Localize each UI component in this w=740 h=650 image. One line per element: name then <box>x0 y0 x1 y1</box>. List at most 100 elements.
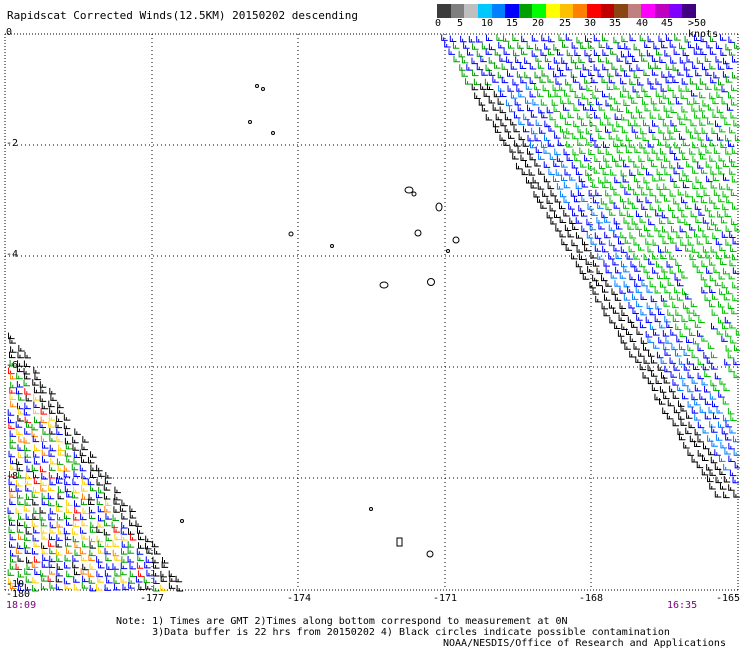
wind-barb <box>9 337 16 344</box>
wind-barb <box>677 69 684 76</box>
wind-barb <box>729 168 736 175</box>
wind-barb <box>613 217 621 225</box>
wind-barb <box>706 267 713 274</box>
wind-barb <box>600 197 608 205</box>
wind-barb <box>143 576 151 584</box>
wind-barb <box>725 344 733 352</box>
wind-barb <box>667 127 674 134</box>
wind-barb <box>692 167 699 174</box>
wind-barb <box>485 64 493 72</box>
wind-barb <box>678 358 686 365</box>
wind-barb <box>716 406 723 414</box>
wind-barb <box>584 77 591 84</box>
wind-barb <box>488 97 496 104</box>
wind-barb <box>535 119 543 126</box>
wind-barb <box>48 472 56 479</box>
wind-barb <box>521 35 528 43</box>
wind-barb <box>693 309 700 317</box>
wind-barb <box>8 526 16 534</box>
wind-barb <box>732 476 740 484</box>
wind-barb <box>17 570 25 578</box>
wind-barb <box>82 507 89 515</box>
wind-barb <box>729 126 736 134</box>
wind-barb <box>553 160 560 167</box>
wind-barb <box>680 92 688 99</box>
wind-barb <box>63 465 71 472</box>
wind-barb <box>607 70 614 77</box>
wind-barb <box>694 414 701 421</box>
wind-barb <box>25 493 33 501</box>
wind-barb <box>33 416 41 424</box>
wind-barb <box>714 372 722 380</box>
wind-barb <box>578 253 586 260</box>
wind-barb <box>631 97 638 104</box>
wind-barb <box>40 519 48 527</box>
wind-barb <box>138 533 145 541</box>
wind-barb <box>661 211 669 219</box>
wind-barb <box>135 520 143 527</box>
wind-barb <box>593 49 601 56</box>
wind-barb <box>613 244 620 252</box>
wind-barb <box>546 211 554 219</box>
wind-barb <box>695 69 702 77</box>
wind-barb <box>481 105 489 112</box>
wind-barb <box>16 526 24 533</box>
wind-barb <box>32 435 40 443</box>
wind-barb <box>105 554 112 562</box>
wind-barb <box>692 141 699 149</box>
wind-barb <box>552 84 560 91</box>
wind-barb <box>637 78 644 86</box>
wind-barb <box>564 224 572 232</box>
wind-barb <box>729 469 737 477</box>
wind-barb <box>677 428 684 435</box>
wind-barb <box>114 570 121 577</box>
wind-barb <box>55 500 63 508</box>
wind-barb <box>452 42 460 49</box>
wind-barb <box>33 394 40 401</box>
wind-barb <box>24 351 32 359</box>
wind-barb <box>655 302 662 310</box>
wind-barb <box>676 294 684 301</box>
wind-barb <box>514 140 521 147</box>
wind-barb <box>15 563 23 571</box>
wind-barb <box>39 514 47 521</box>
wind-barb <box>655 90 663 97</box>
wind-barb <box>73 470 80 478</box>
wind-barb <box>603 309 611 317</box>
wind-barb <box>525 160 532 168</box>
wind-barb <box>566 140 573 148</box>
wind-barb <box>599 119 607 126</box>
wind-barb <box>529 153 537 161</box>
wind-barb <box>639 363 647 371</box>
wind-barb <box>82 540 89 548</box>
wind-barb <box>623 70 631 77</box>
wind-barb <box>710 351 718 359</box>
wind-barb <box>544 55 552 63</box>
wind-barb <box>620 336 628 344</box>
wind-barb <box>610 169 617 176</box>
wind-barb <box>553 105 561 112</box>
wind-barb <box>17 577 24 585</box>
wind-barb <box>31 561 39 568</box>
wind-barb <box>50 394 57 401</box>
wind-barb <box>714 279 722 287</box>
wind-barb <box>7 507 15 514</box>
wind-barb <box>33 486 40 494</box>
wind-barb <box>682 392 689 400</box>
wind-barb <box>577 126 584 133</box>
wind-barb <box>81 478 89 485</box>
wind-barb <box>697 421 705 429</box>
wind-barb <box>18 435 25 443</box>
wind-barb <box>646 183 653 190</box>
wind-barb <box>119 505 127 512</box>
wind-barb <box>656 183 664 190</box>
wind-barb <box>33 401 40 409</box>
wind-barb <box>633 343 640 350</box>
wind-barb <box>711 426 718 433</box>
wind-barb <box>478 99 486 106</box>
wind-barb <box>623 265 630 273</box>
wind-barb <box>49 428 56 435</box>
wind-barb <box>686 412 693 419</box>
wind-barb <box>112 540 120 547</box>
wind-barb <box>676 231 683 239</box>
